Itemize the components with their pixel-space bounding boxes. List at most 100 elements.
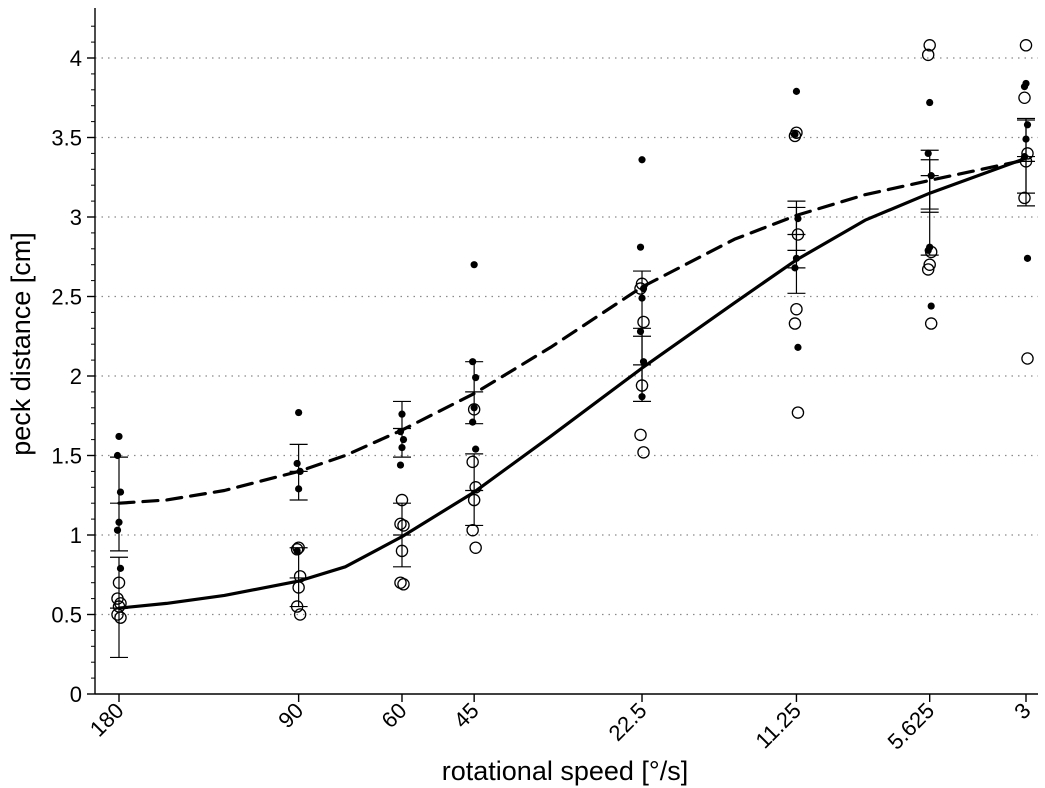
data-point-open: [635, 277, 649, 291]
y-axis-title: peck distance [cm]: [6, 232, 36, 456]
data-point-open: [637, 315, 650, 329]
data-point-open: [111, 608, 124, 621]
data-point-open: [635, 379, 649, 392]
data-point-open: [924, 245, 938, 259]
data-point-open: [467, 403, 481, 416]
data-point-open: [791, 406, 805, 419]
data-point-filled: [638, 393, 646, 401]
data-point-filled: [926, 98, 934, 107]
data-point-open: [790, 302, 803, 316]
data-point-filled: [399, 436, 408, 444]
fit-curve-dashed: [117, 158, 1028, 505]
data-point-filled: [470, 404, 478, 412]
data-point-filled: [1023, 254, 1032, 262]
data-point-open: [921, 48, 935, 62]
data-point-open: [923, 258, 936, 271]
data-point-open: [923, 39, 936, 52]
data-point-filled: [1022, 135, 1030, 143]
data-point-open: [1018, 191, 1031, 205]
data-point-open: [921, 263, 935, 276]
y-tick-label: 4: [70, 46, 82, 71]
y-tick-label: 3: [70, 205, 82, 230]
x-tick-label: 90: [273, 698, 308, 733]
data-point-filled: [472, 445, 480, 453]
data-point-open: [397, 519, 410, 532]
data-point-open: [791, 228, 805, 241]
y-tick-label: 2.5: [51, 285, 82, 310]
data-point-filled: [638, 156, 646, 164]
y-tick-label: 2: [70, 364, 82, 389]
fit-curve-solid: [117, 156, 1028, 610]
data-point-filled: [116, 488, 125, 496]
data-point-open: [788, 129, 802, 143]
data-point-open: [466, 523, 479, 537]
data-point-open: [1018, 91, 1031, 105]
y-tick-label: 1.5: [51, 444, 82, 469]
data-point-filled: [293, 459, 301, 468]
y-tick-label: 0.5: [51, 603, 82, 628]
data-point-filled: [398, 443, 406, 452]
data-point-open: [112, 576, 126, 589]
data-point-open: [397, 578, 410, 591]
data-point-filled: [791, 130, 799, 138]
data-point-filled: [792, 87, 801, 95]
data-point-open: [467, 493, 481, 507]
data-point-filled: [636, 327, 645, 336]
data-point-open: [634, 282, 647, 295]
data-point-open: [293, 608, 307, 621]
data-point-filled: [1020, 83, 1029, 91]
data-point-filled: [113, 451, 122, 460]
data-point-filled: [295, 408, 303, 417]
data-point-filled: [115, 518, 123, 526]
x-tick-label: 45: [449, 698, 484, 733]
data-point-filled: [296, 467, 304, 475]
data-point-open: [1021, 147, 1034, 160]
data-point-open: [290, 600, 304, 613]
data-point-open: [290, 543, 304, 556]
error-bars: [110, 117, 1035, 659]
data-point-open: [637, 446, 650, 459]
data-point-filled: [638, 294, 646, 302]
data-point-filled: [794, 214, 802, 223]
data-point-filled: [396, 461, 405, 469]
data-point-open: [1021, 352, 1034, 365]
data-point-open: [466, 455, 479, 469]
data-point-filled: [113, 526, 122, 534]
x-tick-label: 11.25: [751, 698, 806, 753]
x-tick-label: 180: [85, 698, 129, 742]
data-point-filled: [927, 172, 935, 180]
data-point-open: [1019, 39, 1033, 52]
data-point-open: [788, 317, 802, 330]
data-point-filled: [1023, 121, 1032, 129]
data-point-filled: [116, 564, 125, 572]
data-point-open: [395, 544, 409, 558]
x-tick-label: 3: [1009, 698, 1035, 724]
data-point-filled: [636, 243, 645, 251]
data-point-filled: [472, 373, 480, 382]
data-point-filled: [470, 261, 478, 269]
data-point-open: [395, 493, 409, 507]
data-point-open: [292, 541, 305, 554]
grid: [95, 57, 1038, 616]
data-point-filled: [398, 410, 406, 418]
x-tick-label: 22.5: [604, 698, 652, 746]
x-axis-title: rotational speed [°/s]: [442, 756, 688, 786]
data-point-open: [634, 428, 647, 442]
x-tick-label: 60: [377, 698, 412, 733]
data-point-filled: [639, 358, 648, 366]
data-point-open: [469, 481, 482, 494]
data-points: [111, 39, 1034, 624]
x-tick-label: 5.625: [883, 698, 940, 755]
y-tick-label: 0: [70, 682, 82, 707]
data-point-filled: [927, 302, 935, 310]
data-point-filled: [295, 485, 303, 493]
fit-curves: [117, 156, 1028, 610]
data-point-filled: [469, 418, 477, 426]
data-point-filled: [396, 428, 405, 436]
data-point-filled: [792, 254, 801, 262]
y-tick-label: 1: [70, 523, 82, 548]
data-point-open: [1019, 155, 1033, 168]
data-point-filled: [469, 358, 477, 366]
data-point-filled: [115, 432, 123, 441]
data-point-open: [924, 317, 938, 330]
